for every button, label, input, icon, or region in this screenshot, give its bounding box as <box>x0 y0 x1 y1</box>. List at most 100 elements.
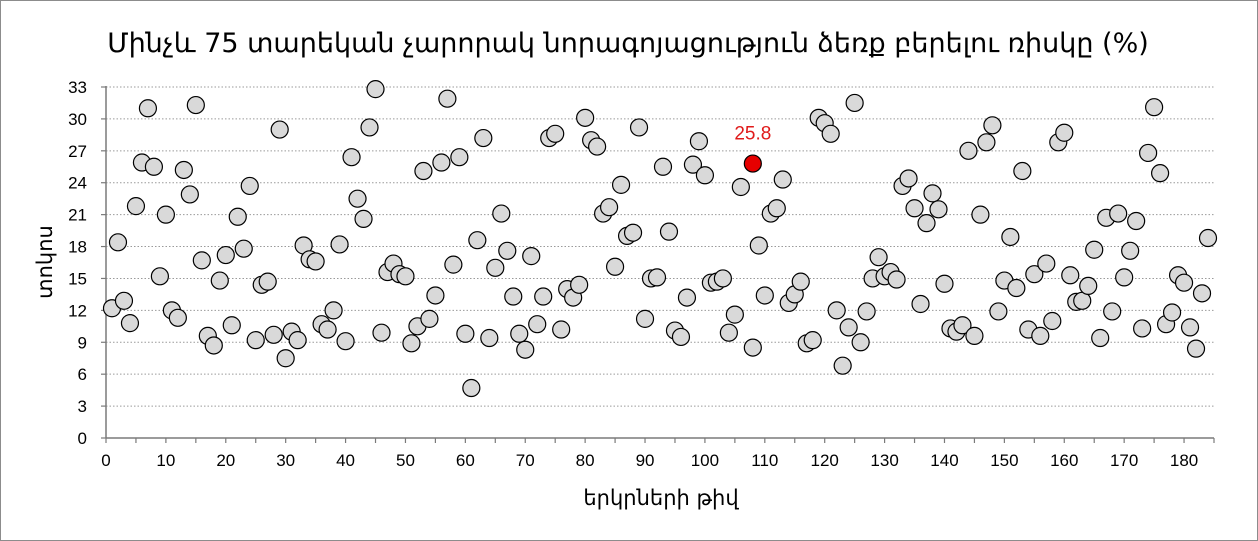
x-tick-label: 40 <box>336 451 355 470</box>
data-point <box>228 207 247 226</box>
data-point <box>360 118 379 137</box>
data-point <box>857 302 876 321</box>
x-tick-label: 180 <box>1170 451 1198 470</box>
x-tick-label: 150 <box>990 451 1018 470</box>
data-point <box>623 223 643 242</box>
data-point <box>1061 266 1080 285</box>
data-point <box>336 332 355 351</box>
data-point <box>695 166 715 185</box>
data-point <box>354 209 373 228</box>
data-point <box>905 199 924 218</box>
chart-title: Մինչև 75 տարեկան չարորակ նորագոյացությու… <box>107 28 1149 59</box>
data-point <box>917 214 936 233</box>
data-point <box>899 169 918 188</box>
data-point <box>246 331 265 350</box>
y-tick-label: 33 <box>68 78 87 97</box>
data-point <box>552 320 571 339</box>
data-point <box>977 133 996 152</box>
data-point <box>402 334 421 353</box>
data-point <box>366 80 385 99</box>
data-point <box>1001 227 1020 247</box>
data-point <box>462 378 481 398</box>
data-point <box>432 153 451 172</box>
data-point <box>647 268 667 287</box>
data-point <box>240 176 259 196</box>
y-tick-label: 12 <box>68 301 87 320</box>
data-point <box>599 198 619 217</box>
data-point <box>1043 311 1062 331</box>
data-point <box>671 327 691 347</box>
data-point <box>570 275 589 294</box>
data-point <box>953 316 972 335</box>
data-point <box>468 231 487 250</box>
data-point <box>911 294 930 314</box>
highlighted-point <box>743 154 762 173</box>
data-point <box>1055 123 1074 142</box>
x-tick-label: 10 <box>156 451 175 470</box>
data-point <box>330 235 349 254</box>
data-point <box>576 108 595 127</box>
y-tick-label: 6 <box>78 365 87 384</box>
data-point <box>114 291 134 310</box>
data-point <box>869 248 888 267</box>
data-point <box>743 338 762 357</box>
data-point <box>318 320 337 339</box>
data-point <box>438 89 457 108</box>
y-tick-label: 3 <box>78 397 87 416</box>
x-tick-label: 140 <box>930 451 958 470</box>
data-point <box>1145 98 1164 117</box>
data-point <box>1103 302 1122 321</box>
data-point <box>504 287 523 306</box>
data-point <box>168 308 187 327</box>
data-point <box>144 157 164 176</box>
data-point <box>222 316 241 335</box>
x-tick-label: 160 <box>1050 451 1078 470</box>
y-tick-label: 24 <box>68 174 87 193</box>
data-point <box>965 326 984 345</box>
data-point <box>486 258 505 277</box>
data-point <box>372 323 391 342</box>
x-tick-label: 130 <box>870 451 898 470</box>
data-point <box>1025 265 1044 284</box>
x-tick-label: 120 <box>811 451 839 470</box>
data-point <box>1031 326 1050 345</box>
data-point <box>216 245 235 265</box>
data-point <box>426 286 445 305</box>
data-point <box>1133 319 1152 338</box>
data-point <box>659 222 679 241</box>
data-point <box>1174 273 1194 292</box>
data-point <box>929 200 948 219</box>
data-point <box>653 157 673 176</box>
data-point <box>522 247 541 266</box>
data-point <box>450 148 469 167</box>
data-point <box>180 185 199 204</box>
data-point <box>474 128 493 148</box>
data-point <box>713 269 732 288</box>
data-point <box>510 324 529 343</box>
y-tick-label: 18 <box>68 238 87 257</box>
data-point <box>1013 161 1032 181</box>
data-point <box>270 120 289 139</box>
data-point <box>887 270 906 289</box>
data-point <box>516 340 535 359</box>
x-tick-label: 170 <box>1110 451 1138 470</box>
data-point <box>498 241 517 260</box>
data-point <box>1091 328 1110 348</box>
data-point <box>396 267 415 286</box>
highlight-layer: 25.8 <box>734 124 771 173</box>
data-point <box>773 170 792 189</box>
data-point <box>731 177 750 197</box>
x-tick-label: 0 <box>101 451 110 470</box>
axes <box>101 86 1215 443</box>
data-point <box>156 205 175 224</box>
x-tick-label: 20 <box>216 451 235 470</box>
y-tick-label: 15 <box>68 269 87 288</box>
data-point <box>1079 276 1098 295</box>
data-point <box>629 118 649 137</box>
data-point <box>683 155 703 174</box>
y-tick-label: 0 <box>78 429 87 448</box>
data-point <box>120 314 140 333</box>
data-point <box>719 323 738 342</box>
data-point <box>689 132 709 151</box>
